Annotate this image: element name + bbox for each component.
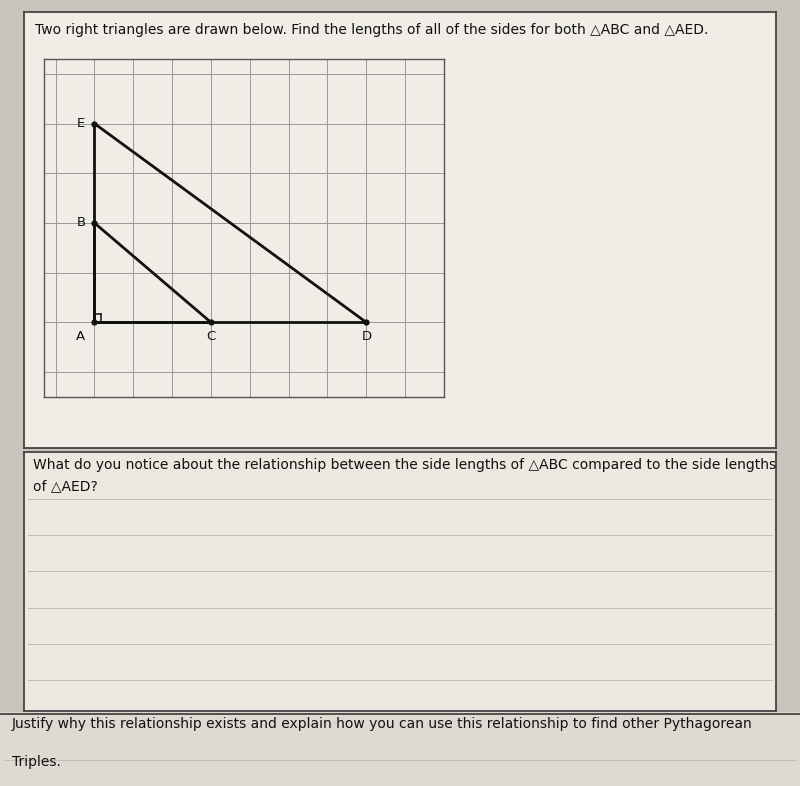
Text: Two right triangles are drawn below. Find the lengths of all of the sides for bo: Two right triangles are drawn below. Fin… bbox=[35, 23, 709, 37]
Text: B: B bbox=[76, 216, 86, 230]
Text: Justify why this relationship exists and explain how you can use this relationsh: Justify why this relationship exists and… bbox=[12, 718, 753, 731]
Text: What do you notice about the relationship between the side lengths of △ABC compa: What do you notice about the relationshi… bbox=[33, 458, 776, 472]
Text: C: C bbox=[206, 330, 216, 343]
Text: E: E bbox=[77, 117, 85, 130]
Text: D: D bbox=[362, 330, 371, 343]
Text: A: A bbox=[76, 330, 86, 343]
Text: of △AED?: of △AED? bbox=[33, 479, 98, 493]
Text: Triples.: Triples. bbox=[12, 755, 61, 769]
